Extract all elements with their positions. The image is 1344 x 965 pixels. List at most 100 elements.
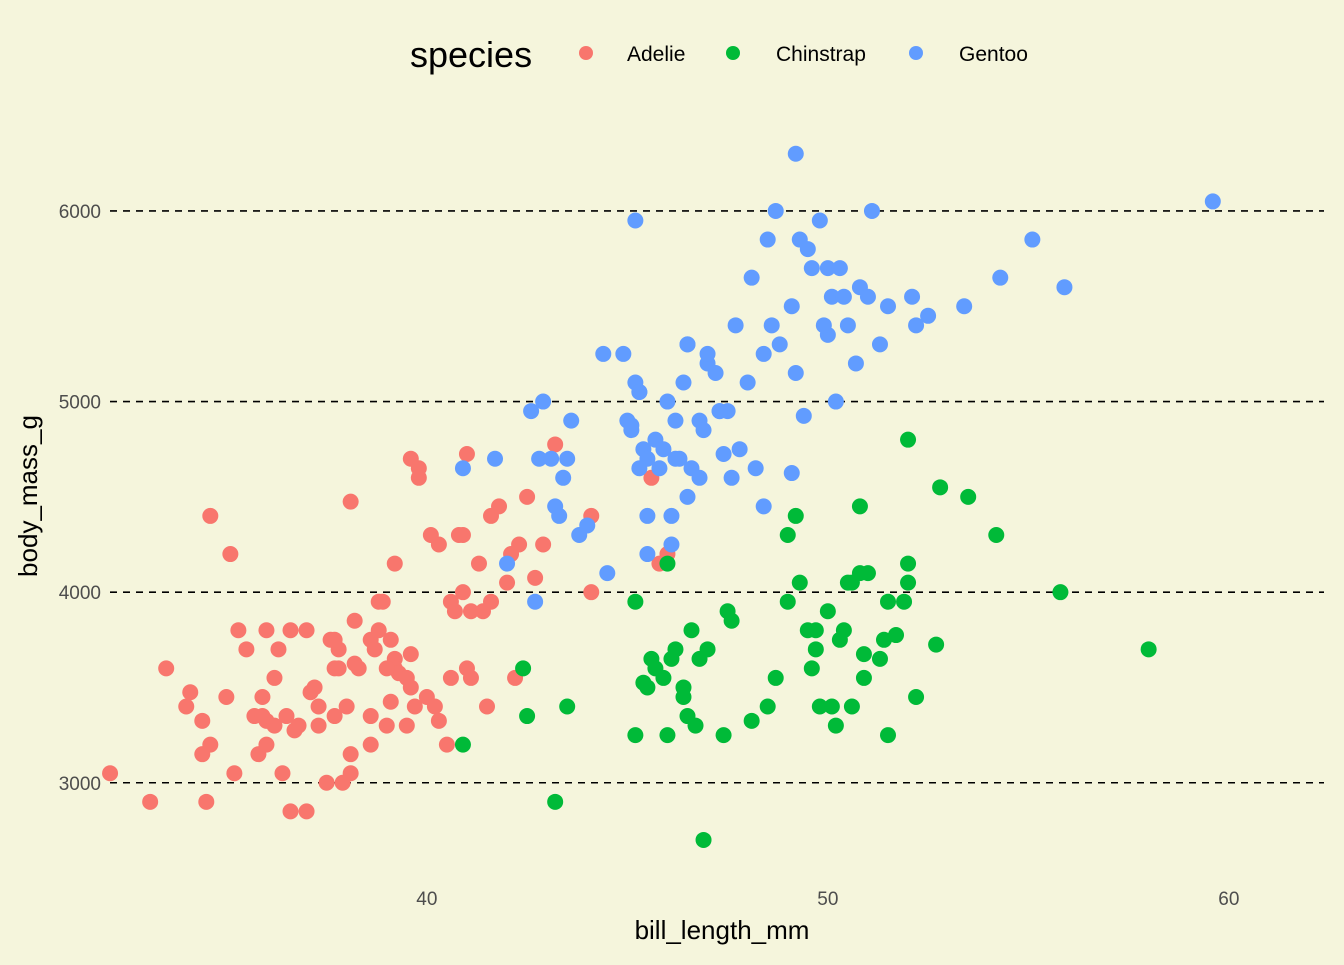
data-point-gentoo xyxy=(527,593,544,610)
data-point-chinstrap xyxy=(851,498,868,515)
data-point-adelie xyxy=(298,622,315,639)
data-point-adelie xyxy=(142,793,159,810)
data-point-gentoo xyxy=(835,288,852,305)
data-point-adelie xyxy=(462,603,479,620)
data-point-gentoo xyxy=(847,355,864,372)
data-point-adelie xyxy=(398,717,415,734)
data-point-gentoo xyxy=(639,507,656,524)
data-point-gentoo xyxy=(619,412,636,429)
data-point-gentoo xyxy=(707,364,724,381)
data-point-gentoo xyxy=(1204,193,1221,210)
data-point-chinstrap xyxy=(699,641,716,658)
data-point-adelie xyxy=(350,660,367,677)
data-point-adelie xyxy=(547,436,564,453)
data-point-gentoo xyxy=(880,298,896,315)
data-point-gentoo xyxy=(663,507,680,524)
data-point-gentoo xyxy=(523,403,540,420)
data-point-adelie xyxy=(382,693,399,710)
data-point-chinstrap xyxy=(627,593,644,610)
data-point-adelie xyxy=(483,507,500,524)
data-point-gentoo xyxy=(667,412,684,429)
data-point-gentoo xyxy=(1056,279,1073,296)
data-point-chinstrap xyxy=(559,698,576,715)
data-point-gentoo xyxy=(871,336,888,353)
data-point-gentoo xyxy=(823,288,840,305)
data-point-adelie xyxy=(402,450,419,467)
data-point-adelie xyxy=(222,546,239,563)
data-point-chinstrap xyxy=(932,479,949,496)
data-point-gentoo xyxy=(859,288,876,305)
data-point-gentoo xyxy=(555,469,572,486)
data-point-adelie xyxy=(298,803,315,820)
data-point-adelie xyxy=(274,765,291,782)
data-point-gentoo xyxy=(783,298,800,315)
data-point-gentoo xyxy=(659,393,676,410)
data-point-chinstrap xyxy=(988,526,1005,543)
data-point-chinstrap xyxy=(787,507,804,524)
data-point-gentoo xyxy=(679,336,696,353)
data-point-chinstrap xyxy=(655,669,672,686)
data-point-chinstrap xyxy=(715,727,732,744)
data-point-gentoo xyxy=(827,393,844,410)
data-point-gentoo xyxy=(551,507,568,524)
data-point-adelie xyxy=(519,488,536,505)
y-axis-label: body_mass_g xyxy=(13,415,43,577)
data-point-chinstrap xyxy=(515,660,532,677)
data-point-adelie xyxy=(346,612,363,629)
data-point-adelie xyxy=(583,584,600,601)
legend-label-chinstrap: Chinstrap xyxy=(776,43,866,66)
data-point-adelie xyxy=(402,679,419,696)
data-point-gentoo xyxy=(579,517,596,534)
data-point-gentoo xyxy=(723,469,740,486)
data-point-adelie xyxy=(402,646,419,663)
data-point-chinstrap xyxy=(1140,641,1157,658)
data-point-chinstrap xyxy=(875,631,892,648)
data-point-chinstrap xyxy=(547,793,564,810)
x-tick-label-50: 50 xyxy=(817,889,838,910)
data-point-gentoo xyxy=(819,260,836,277)
data-point-gentoo xyxy=(803,260,820,277)
data-point-gentoo xyxy=(543,450,560,467)
data-point-chinstrap xyxy=(823,698,840,715)
data-point-adelie xyxy=(158,660,175,677)
data-point-adelie xyxy=(238,641,255,658)
series-chinstrap xyxy=(454,431,1157,848)
legend-label-gentoo: Gentoo xyxy=(959,43,1028,66)
x-axis-label: bill_length_mm xyxy=(635,915,810,945)
data-point-gentoo xyxy=(663,536,680,553)
data-point-chinstrap xyxy=(767,669,784,686)
data-point-adelie xyxy=(266,717,283,734)
data-point-chinstrap xyxy=(1052,584,1069,601)
data-point-adelie xyxy=(254,688,271,705)
data-point-chinstrap xyxy=(843,574,860,591)
data-point-gentoo xyxy=(651,460,668,477)
data-point-gentoo xyxy=(799,241,816,258)
data-point-adelie xyxy=(310,698,327,715)
data-point-adelie xyxy=(366,641,383,658)
data-point-gentoo xyxy=(787,364,804,381)
data-point-gentoo xyxy=(595,345,612,362)
data-point-adelie xyxy=(406,698,423,715)
data-point-chinstrap xyxy=(743,712,760,729)
data-point-gentoo xyxy=(795,407,812,424)
data-point-gentoo xyxy=(711,403,728,420)
y-tick-label-3000: 3000 xyxy=(59,774,101,795)
data-point-chinstrap xyxy=(900,555,917,572)
data-point-adelie xyxy=(326,631,343,648)
data-point-gentoo xyxy=(727,317,744,334)
data-point-adelie xyxy=(378,660,395,677)
data-point-adelie xyxy=(426,698,443,715)
data-point-gentoo xyxy=(739,374,756,391)
data-point-chinstrap xyxy=(659,727,676,744)
data-point-adelie xyxy=(254,708,271,725)
data-point-chinstrap xyxy=(791,574,808,591)
data-point-gentoo xyxy=(992,269,1009,286)
data-point-adelie xyxy=(483,593,500,610)
data-point-gentoo xyxy=(599,565,616,582)
data-point-adelie xyxy=(374,593,391,610)
data-point-adelie xyxy=(282,803,299,820)
data-point-chinstrap xyxy=(807,641,824,658)
data-point-gentoo xyxy=(454,460,471,477)
data-point-chinstrap xyxy=(880,727,896,744)
data-point-chinstrap xyxy=(908,688,925,705)
